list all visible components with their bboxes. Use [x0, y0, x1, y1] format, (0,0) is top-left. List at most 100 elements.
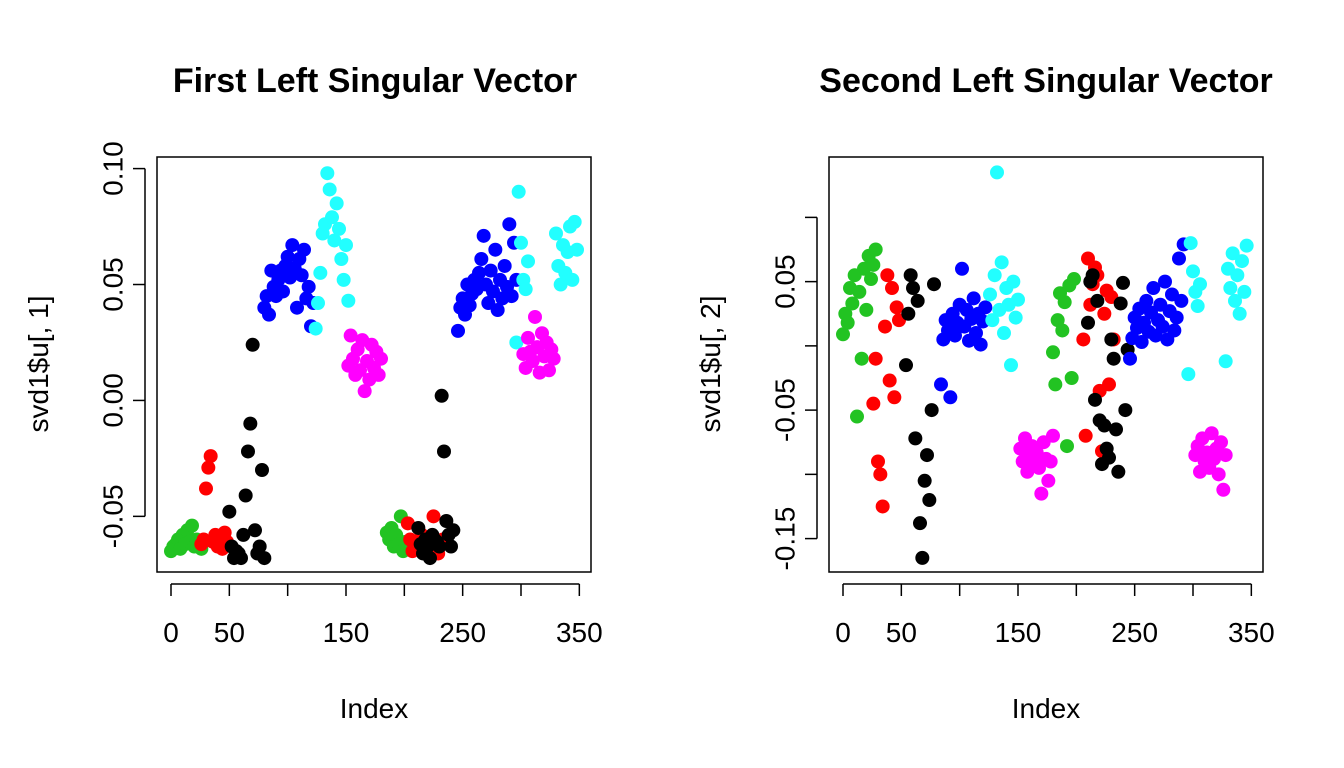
- x-tick-label: 350: [1228, 617, 1275, 648]
- data-point: [1085, 268, 1100, 283]
- data-point: [1225, 246, 1240, 261]
- data-point: [840, 315, 855, 330]
- data-point: [199, 481, 213, 496]
- y-tick-label: 0.05: [98, 257, 129, 312]
- data-point: [1116, 275, 1130, 290]
- data-point: [276, 284, 290, 299]
- data-point: [570, 242, 584, 257]
- data-point: [255, 462, 269, 477]
- data-point: [880, 268, 895, 283]
- data-point: [1104, 332, 1119, 347]
- data-point: [549, 226, 563, 241]
- data-point: [374, 351, 388, 366]
- data-point: [528, 309, 542, 324]
- x-axis: 0 50 150 250 350: [163, 583, 603, 648]
- x-tick-label: 250: [1111, 617, 1158, 648]
- data-point: [280, 249, 295, 264]
- data-point: [1078, 428, 1093, 443]
- data-point: [185, 518, 199, 533]
- data-point: [290, 300, 304, 315]
- data-point: [875, 499, 890, 514]
- data-point: [546, 351, 561, 366]
- data-point: [334, 252, 349, 267]
- y-tick-label: -0.05: [98, 484, 129, 548]
- data-point: [948, 328, 962, 343]
- data-point: [451, 323, 465, 338]
- x-tick-label: 350: [556, 617, 603, 648]
- data-point: [859, 302, 874, 317]
- data-point: [899, 358, 913, 373]
- data-point: [913, 516, 927, 531]
- x-tick-label: 50: [214, 617, 245, 648]
- x-tick-label: 0: [835, 617, 851, 648]
- data-point: [1214, 435, 1228, 450]
- y-tick-label: 0.10: [98, 141, 129, 196]
- data-point: [1232, 306, 1247, 321]
- data-point: [969, 326, 983, 341]
- data-point: [521, 330, 535, 345]
- data-point: [1158, 274, 1172, 289]
- panel-second-singular-vector: Second Left Singular Vector 0 50 150 250 350…: [695, 62, 1275, 724]
- data-point: [201, 460, 216, 475]
- data-point: [908, 431, 923, 446]
- data-point: [329, 196, 344, 211]
- data-point: [313, 265, 328, 280]
- data-point: [502, 217, 517, 232]
- data-point: [511, 184, 526, 199]
- data-point: [1109, 422, 1123, 437]
- data-point: [308, 321, 323, 336]
- data-point: [1106, 351, 1121, 366]
- data-point: [1102, 377, 1116, 392]
- data-points: [164, 166, 584, 566]
- data-points: [836, 165, 1254, 565]
- data-point: [1097, 418, 1112, 433]
- plot-frame: [828, 156, 1264, 573]
- data-point: [906, 281, 920, 296]
- data-point: [301, 279, 316, 294]
- data-point: [497, 258, 512, 273]
- data-point: [1172, 251, 1186, 266]
- data-point: [1146, 281, 1161, 296]
- x-tick-label: 0: [163, 617, 179, 648]
- data-point: [1041, 473, 1056, 488]
- data-point: [866, 396, 881, 411]
- data-point: [203, 449, 218, 464]
- data-point: [1204, 426, 1219, 441]
- data-point: [222, 504, 237, 519]
- data-point: [1008, 310, 1023, 325]
- plot-frame: [156, 156, 592, 573]
- data-point: [1043, 454, 1058, 469]
- data-point: [873, 467, 888, 482]
- data-point: [1139, 293, 1154, 308]
- data-point: [357, 384, 372, 399]
- data-point: [990, 165, 1004, 180]
- data-point: [285, 238, 300, 253]
- x-tick-label: 50: [886, 617, 917, 648]
- data-point: [836, 327, 850, 342]
- data-point: [565, 272, 580, 287]
- data-point: [236, 527, 251, 542]
- data-point: [1218, 448, 1233, 463]
- data-point: [850, 409, 864, 424]
- data-point: [1113, 296, 1128, 311]
- data-point: [504, 289, 519, 304]
- x-axis-label: Index: [1012, 693, 1081, 724]
- data-point: [488, 242, 503, 257]
- data-point: [927, 277, 941, 292]
- data-point: [903, 268, 918, 283]
- data-point: [1155, 319, 1170, 334]
- chart-title: First Left Singular Vector: [173, 62, 577, 100]
- y-axis: 0.10 0.05 0.00 -0.05: [98, 141, 146, 548]
- data-point: [1118, 403, 1133, 418]
- data-point: [234, 551, 248, 566]
- data-point: [294, 268, 309, 283]
- data-point: [1076, 332, 1091, 347]
- data-point: [1048, 377, 1063, 392]
- data-point: [474, 252, 489, 267]
- data-point: [973, 337, 988, 352]
- data-point: [343, 328, 358, 343]
- data-point: [514, 235, 528, 250]
- data-point: [943, 390, 958, 405]
- y-axis: 0.05 -0.05 -0.15: [770, 216, 818, 571]
